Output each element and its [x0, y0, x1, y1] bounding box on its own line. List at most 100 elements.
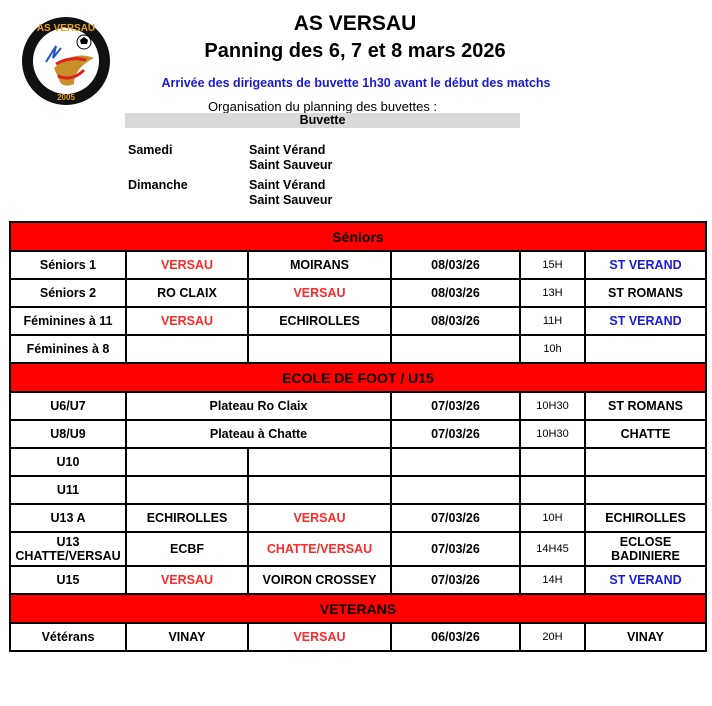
table-row: Vétérans VINAY VERSAU 06/03/26 20H VINAY [9, 622, 708, 652]
organisation-label: Organisation du planning des buvettes : [207, 99, 438, 114]
section-header-row: Séniors [8, 221, 708, 252]
venue-cell: ST VERAND [583, 565, 708, 595]
team-cell: U13 CHATTE/VERSAU [9, 531, 127, 567]
away-team-cell [247, 475, 392, 505]
date-cell: 08/03/26 [390, 278, 521, 308]
team-cell: U15 [9, 565, 127, 595]
plateau-cell: Plateau Ro Claix [125, 391, 392, 421]
time-cell: 10h [519, 334, 586, 364]
home-team-cell [125, 447, 249, 477]
time-cell: 11H [519, 306, 586, 336]
home-team-cell: ECHIROLLES [125, 503, 249, 533]
team-cell: Vétérans [9, 622, 127, 652]
svg-text:AS VERSAU: AS VERSAU [37, 23, 95, 34]
venue-cell: ECHIROLLES [583, 503, 708, 533]
section-title: ECOLE DE FOOT / U15 [8, 362, 708, 393]
venue-cell: VINAY [583, 622, 708, 652]
date-cell [390, 334, 521, 364]
section-header-row: VETERANS [8, 593, 708, 624]
venue-cell [583, 334, 708, 364]
venue-cell: ECLOSE BADINIERE [583, 531, 708, 567]
date-cell: 07/03/26 [390, 531, 521, 567]
time-cell: 14H45 [519, 531, 586, 567]
away-team-cell [247, 334, 392, 364]
buvette-place: Saint Vérand [249, 143, 326, 157]
home-team-cell: VERSAU [125, 306, 249, 336]
page-subtitle: Panning des 6, 7 et 8 mars 2026 [204, 40, 506, 62]
time-cell: 10H30 [519, 391, 586, 421]
home-team-cell: RO CLAIX [125, 278, 249, 308]
date-cell: 08/03/26 [390, 250, 521, 280]
home-team-cell [125, 475, 249, 505]
table-row: U13 A ECHIROLLES VERSAU 07/03/26 10H ECHIROLL… [9, 503, 708, 533]
home-team-cell: VERSAU [125, 250, 249, 280]
buvette-place: Saint Vérand [249, 178, 326, 192]
home-team-cell: VERSAU [125, 565, 249, 595]
date-cell: 06/03/26 [390, 622, 521, 652]
away-team-cell: VERSAU [247, 278, 392, 308]
arrival-notice: Arrivée des dirigeants de buvette 1h30 a… [161, 76, 551, 90]
buvette-day: Dimanche [128, 178, 188, 192]
match-schedule-table: Séniors Séniors 1 VERSAU MOIRANS 08/03/26 15H… [8, 221, 708, 652]
date-cell: 07/03/26 [390, 565, 521, 595]
away-team-cell: VERSAU [247, 622, 392, 652]
date-cell: 07/03/26 [390, 391, 521, 421]
team-cell: Séniors 1 [9, 250, 127, 280]
away-team-cell [247, 447, 392, 477]
section-header-row: ECOLE DE FOOT / U15 [8, 362, 708, 393]
time-cell: 15H [519, 250, 586, 280]
time-cell: 20H [519, 622, 586, 652]
table-row: U15 VERSAU VOIRON CROSSEY 07/03/26 14H ST VER… [9, 565, 708, 595]
away-team-cell: VERSAU [247, 503, 392, 533]
table-row: U11 [9, 475, 708, 505]
buvette-header: Buvette [125, 113, 520, 128]
away-team-cell: VOIRON CROSSEY [247, 565, 392, 595]
team-cell: U13 A [9, 503, 127, 533]
venue-cell: CHATTE [583, 419, 708, 449]
date-cell: 08/03/26 [390, 306, 521, 336]
table-row: Séniors 2 RO CLAIX VERSAU 08/03/26 13H ST ROM… [9, 278, 708, 308]
time-cell: 10H [519, 503, 586, 533]
club-logo: AS VERSAU 2005 [22, 17, 110, 105]
venue-cell [583, 447, 708, 477]
table-row: Féminines à 8 10h [9, 334, 708, 364]
date-cell: 07/03/26 [390, 419, 521, 449]
team-cell: Féminines à 8 [9, 334, 127, 364]
time-cell: 13H [519, 278, 586, 308]
table-row: Séniors 1 VERSAU MOIRANS 08/03/26 15H ST VERA… [9, 250, 708, 280]
table-row: U10 [9, 447, 708, 477]
date-cell [390, 475, 521, 505]
table-row: U6/U7 Plateau Ro Claix 07/03/26 10H30 ST ROM… [9, 391, 708, 421]
section-title: Séniors [8, 221, 708, 252]
table-row: Féminines à 11 VERSAU ECHIROLLES 08/03/26 11… [9, 306, 708, 336]
date-cell [390, 447, 521, 477]
time-cell [519, 447, 586, 477]
team-cell: U6/U7 [9, 391, 127, 421]
buvette-day: Samedi [128, 143, 173, 157]
svg-text:2005: 2005 [57, 93, 75, 102]
section-title: VETERANS [8, 593, 708, 624]
team-cell: U11 [9, 475, 127, 505]
buvette-place: Saint Sauveur [249, 193, 333, 207]
away-team-cell: ECHIROLLES [247, 306, 392, 336]
time-cell: 14H [519, 565, 586, 595]
team-cell: Séniors 2 [9, 278, 127, 308]
buvette-place: Saint Sauveur [249, 158, 333, 172]
table-row: U8/U9 Plateau à Chatte 07/03/26 10H30 CHATTE [9, 419, 708, 449]
time-cell [519, 475, 586, 505]
away-team-cell: MOIRANS [247, 250, 392, 280]
team-cell: U8/U9 [9, 419, 127, 449]
team-cell: U10 [9, 447, 127, 477]
team-cell: Féminines à 11 [9, 306, 127, 336]
home-team-cell [125, 334, 249, 364]
away-team-cell: CHATTE/VERSAU [247, 531, 392, 567]
page-title: AS VERSAU [293, 12, 417, 35]
plateau-cell: Plateau à Chatte [125, 419, 392, 449]
date-cell: 07/03/26 [390, 503, 521, 533]
venue-cell [583, 475, 708, 505]
home-team-cell: ECBF [125, 531, 249, 567]
venue-cell: ST ROMANS [583, 278, 708, 308]
home-team-cell: VINAY [125, 622, 249, 652]
venue-cell: ST VERAND [583, 250, 708, 280]
venue-cell: ST ROMANS [583, 391, 708, 421]
